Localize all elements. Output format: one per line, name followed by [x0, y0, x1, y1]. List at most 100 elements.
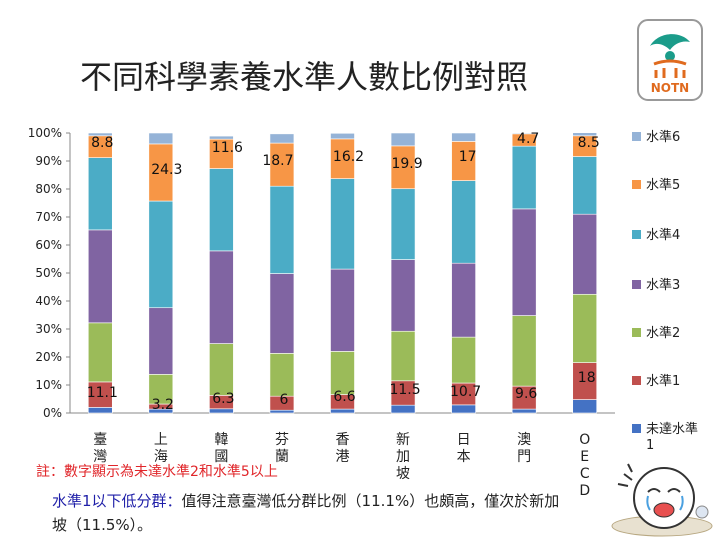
bar-segment — [451, 132, 476, 142]
legend-label: 未達水準 1 — [646, 421, 698, 453]
bar-segment — [148, 200, 174, 309]
legend-swatch — [632, 424, 641, 433]
logo-text: NOTN — [651, 81, 689, 95]
y-tick-label: 60% — [35, 238, 62, 252]
bar-segment — [269, 185, 295, 274]
bar-segment — [330, 132, 355, 140]
y-tick-label: 40% — [35, 294, 62, 308]
y-tick-label: 0% — [43, 406, 62, 420]
top-value-label: 18.7 — [262, 153, 293, 169]
bar-segment — [511, 315, 537, 387]
bar-segment — [209, 168, 234, 252]
bar-segment — [390, 259, 416, 332]
legend-swatch — [632, 280, 641, 289]
bar-segment — [572, 362, 598, 400]
bar-segment — [451, 180, 476, 264]
top-value-label: 11.6 — [212, 140, 243, 156]
summary-text: 水準1以下低分群：值得注意臺灣低分群比例（11.1%）也頗高，僅次於新加坡（11… — [52, 489, 572, 537]
bar-segment — [87, 322, 113, 383]
bar-segment — [209, 138, 234, 169]
legend-label: 水準6 — [646, 129, 680, 145]
top-value-label: 19.9 — [391, 156, 422, 172]
slide-title: 不同科學素養水準人數比例對照 — [80, 58, 529, 96]
bar-segment — [330, 408, 355, 414]
bar-segment — [209, 135, 234, 140]
bottom-value-label: 3.2 — [152, 397, 174, 413]
bar-segment — [330, 178, 355, 270]
x-tick-label: 新加坡 — [396, 432, 411, 482]
legend-swatch — [632, 230, 641, 239]
bottom-value-label: 10.7 — [450, 384, 481, 400]
top-value-label: 24.3 — [151, 162, 182, 178]
bar-segment — [390, 380, 416, 406]
bar-segment — [269, 353, 295, 397]
y-tick-label: 90% — [35, 154, 62, 168]
bar-segment — [330, 351, 355, 395]
bar-segment — [148, 374, 174, 405]
top-value-label: 8.5 — [578, 135, 600, 151]
bar-segment — [148, 132, 174, 145]
x-tick-label: 臺灣 — [93, 432, 108, 465]
bar-segment — [209, 343, 234, 396]
bar-segment — [87, 157, 113, 231]
bar-segment — [451, 336, 476, 384]
bar-segment — [451, 141, 476, 181]
bottom-value-label: 11.1 — [87, 385, 118, 401]
x-tick-label: 澳門 — [517, 432, 532, 465]
bar-segment — [451, 404, 476, 414]
bar-segment — [572, 213, 598, 295]
x-tick-label: 香港 — [335, 432, 350, 465]
bar-segment — [572, 399, 598, 414]
bottom-value-label: 9.6 — [515, 386, 537, 402]
summary-body: 值得注意臺灣低分群比例（11.1%）也頗高，僅次於新加坡（11.5%）。 — [52, 492, 560, 534]
y-tick-label: 80% — [35, 182, 62, 196]
top-value-label: 4.7 — [517, 131, 539, 147]
y-tick-label: 50% — [35, 266, 62, 280]
chart-legend: 水準6 水準5 水準4 水準3 水準2 水準1 未達水準 1 — [632, 129, 698, 453]
bar-segment — [390, 188, 416, 260]
y-tick-label: 100% — [28, 126, 62, 140]
legend-swatch — [632, 328, 641, 337]
bar-segment — [87, 132, 113, 137]
bottom-value-label: 11.5 — [389, 382, 420, 398]
chart-bars — [87, 132, 598, 414]
legend-swatch — [632, 132, 641, 141]
top-value-label: 8.8 — [91, 135, 113, 151]
bar-segment — [511, 132, 537, 135]
bar-segment — [390, 404, 416, 414]
legend-label: 水準2 — [646, 325, 680, 341]
bar-segment — [87, 407, 113, 414]
bottom-value-label: 6.3 — [212, 391, 234, 407]
bar-segment — [269, 133, 295, 144]
x-tick-label: 上海 — [153, 432, 168, 465]
legend-label: 水準4 — [646, 227, 680, 243]
legend-swatch — [632, 376, 641, 385]
bar-segment — [209, 408, 234, 414]
bar-segment — [451, 262, 476, 338]
bar-segment — [330, 138, 355, 179]
bar-segment — [511, 408, 537, 414]
bar-segment — [148, 307, 174, 375]
top-value-label: 16.2 — [333, 149, 364, 165]
top-value-label: 17 — [459, 149, 477, 165]
x-tick-label: 韓國 — [214, 432, 229, 465]
legend-swatch — [632, 180, 641, 189]
y-tick-label: 10% — [35, 378, 62, 392]
bar-segment — [269, 273, 295, 354]
bar-segment — [572, 293, 598, 363]
legend-label: 水準1 — [646, 373, 680, 389]
bar-segment — [148, 143, 174, 202]
bottom-value-label: 6 — [279, 392, 288, 408]
x-tick-label: 日本 — [456, 432, 471, 465]
y-tick-label: 30% — [35, 322, 62, 336]
chart-note: 註：數字顯示為未達水準2和水準5以上 — [36, 464, 278, 480]
y-tick-label: 70% — [35, 210, 62, 224]
bar-segment — [87, 229, 113, 324]
crying-mascot-illustration — [611, 463, 713, 537]
ntnu-logo: NOTN — [637, 19, 703, 101]
bottom-value-label: 18 — [578, 370, 596, 386]
summary-highlight: 水準1以下低分群： — [52, 492, 182, 510]
x-tick-label: 芬蘭 — [274, 432, 289, 465]
